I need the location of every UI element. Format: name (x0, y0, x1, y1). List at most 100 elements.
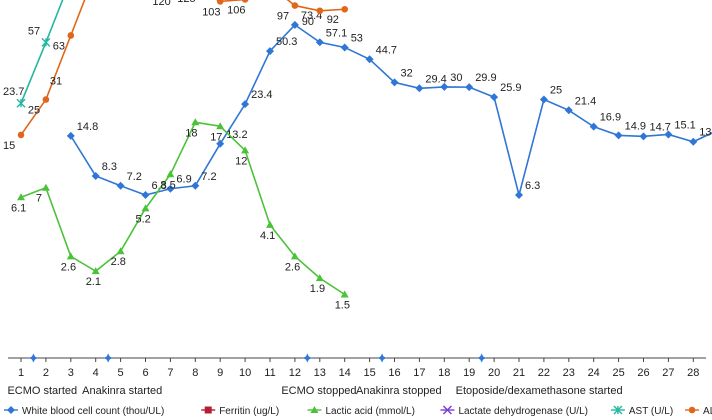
data-point (340, 43, 349, 52)
x-axis: 1 2 3 4 5 6 7 8 9 10 11 12 13 14 15 16 17 18 19 20 21 22 23 24 2… (7, 353, 706, 397)
data-label: 106 (227, 4, 245, 16)
data-label: 57.1 (326, 27, 347, 39)
legend-label: Ferritin (ug/L) (219, 406, 279, 417)
data-label: 2.8 (111, 256, 126, 268)
event-marker: ECMO started (7, 353, 77, 397)
legend-label: White blood cell count (thou/UL) (22, 406, 164, 417)
data-label: 44.7 (376, 44, 397, 56)
legend-marker (7, 406, 15, 414)
data-label: 73.4 (301, 10, 322, 22)
data-label: 25 (550, 85, 562, 97)
data-point (91, 171, 100, 180)
x-tick-label: 7 (167, 367, 173, 379)
data-point (515, 191, 523, 200)
series-line (20, 0, 64, 104)
x-tick-label: 5 (118, 367, 124, 379)
data-point (315, 274, 324, 282)
x-tick-label: 24 (588, 367, 600, 379)
event-label: ECMO stopped (281, 385, 356, 397)
x-tick-label: 23 (563, 367, 575, 379)
data-label: 21.4 (575, 95, 596, 107)
data-label: 120 (152, 0, 170, 8)
data-point (17, 131, 25, 139)
data-label: 97 (277, 11, 289, 23)
data-label: 18 (185, 127, 197, 139)
series-line (70, 23, 712, 196)
data-point (689, 137, 698, 146)
data-label: 29.4 (425, 73, 446, 85)
data-point (66, 252, 75, 260)
series-line (20, 0, 345, 136)
data-point (141, 191, 150, 200)
data-point (390, 78, 399, 87)
data-point (614, 131, 623, 140)
data-label: 25 (28, 105, 40, 117)
x-tick-label: 20 (488, 367, 500, 379)
plot-area: 14.88.37.26.36.9 7.213.223.450.373.457.1 5… (3, 0, 712, 312)
data-label: 7 (36, 193, 42, 205)
data-label: 17 (210, 131, 222, 143)
data-label: 2.6 (285, 261, 300, 273)
data-point (316, 7, 324, 15)
data-point (365, 55, 374, 64)
event-marker: Etoposide/dexamethasone started (456, 353, 623, 397)
data-point (266, 220, 274, 228)
data-label: 7.2 (201, 171, 216, 183)
data-point (166, 170, 175, 178)
legend-label: Lactic acid (mmol/L) (325, 406, 414, 417)
data-point (241, 146, 250, 154)
data-label: 30 (450, 72, 462, 84)
data-label: 6.1 (11, 202, 26, 214)
x-tick-label: 15 (363, 367, 375, 379)
x-tick-label: 25 (612, 367, 624, 379)
data-label: 16.9 (600, 112, 621, 124)
x-tick-label: 9 (217, 367, 223, 379)
data-point (216, 0, 224, 5)
data-point (440, 82, 449, 91)
data-label: 53 (351, 32, 363, 44)
legend: White blood cell count (thou/UL) Ferritin… (4, 405, 712, 417)
legend-marker (204, 406, 212, 414)
data-point (42, 96, 50, 103)
data-label: 13.6 (699, 127, 712, 139)
data-label: 5.2 (136, 213, 151, 225)
event-marker: Anakinra started (82, 353, 162, 397)
data-label: 50.3 (276, 36, 297, 48)
x-tick-label: 10 (239, 367, 251, 379)
data-label: 2.6 (61, 261, 76, 273)
x-tick-label: 2 (43, 367, 49, 379)
series-line (20, 121, 346, 296)
event-marker: Anakinra stopped (356, 353, 442, 397)
data-point (290, 20, 299, 29)
data-label: 23.7 (3, 86, 24, 98)
data-label: 1.9 (310, 283, 325, 295)
legend-item: Ferritin (ug/L) (201, 406, 279, 417)
legend-label: AST (U/L) (629, 406, 673, 417)
data-point (490, 93, 499, 102)
data-label: 12 (235, 155, 247, 167)
data-label: 14.8 (77, 121, 98, 133)
series-5: 152563159183137120125103106129979092 (3, 0, 349, 152)
x-tick-label: 22 (538, 367, 550, 379)
data-point (116, 181, 125, 190)
x-tick-label: 3 (68, 367, 74, 379)
x-tick-label: 12 (289, 367, 301, 379)
data-point (216, 122, 225, 130)
data-label: 7.2 (127, 171, 142, 183)
data-label: 14.9 (625, 120, 646, 132)
data-label: 29.9 (475, 72, 496, 84)
x-tick-label: 18 (438, 367, 450, 379)
x-tick-label: 11 (264, 367, 275, 379)
legend-marker (688, 406, 696, 414)
x-tick-label: 26 (637, 367, 649, 379)
legend-item: White blood cell count (thou/UL) (4, 406, 164, 417)
data-label: 8.3 (102, 161, 117, 173)
data-label: 25.9 (500, 82, 521, 94)
data-point (291, 2, 299, 9)
data-point (664, 130, 673, 139)
data-label: 14.7 (650, 121, 671, 133)
data-point (639, 132, 648, 141)
legend-marker (310, 406, 319, 413)
data-point (166, 184, 175, 193)
